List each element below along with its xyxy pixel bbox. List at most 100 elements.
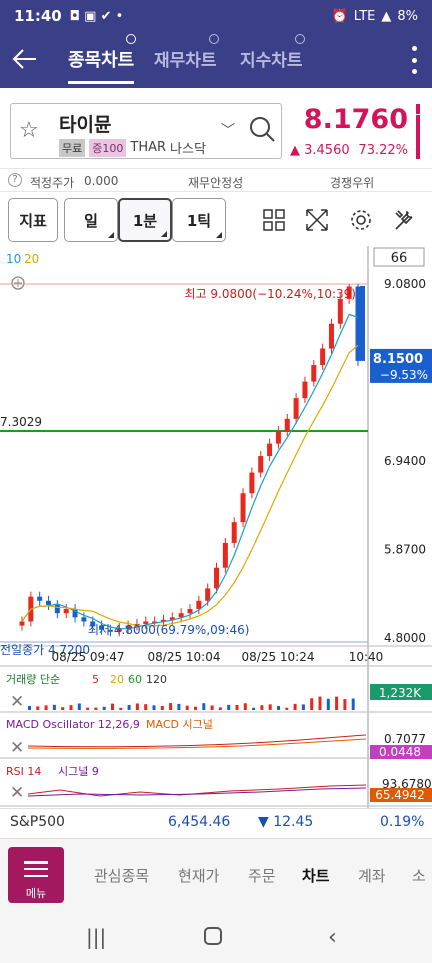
candle-body xyxy=(320,349,325,366)
chart-area[interactable]: 10 20 66 7.3029 최고 9.0800(−10.24%,10:39) 최저 4… xyxy=(0,246,432,838)
volume-bar xyxy=(53,705,56,710)
network-label: LTE xyxy=(354,9,376,24)
bottom-item-account[interactable]: 계좌 xyxy=(358,865,386,886)
volume-bar xyxy=(61,707,64,710)
menu-button[interactable]: 메뉴 xyxy=(8,847,64,903)
chevron-down-icon[interactable]: ﹀ xyxy=(221,120,235,140)
last-candle-body xyxy=(360,286,365,361)
volume-bar xyxy=(136,703,139,710)
back-arrow-icon[interactable] xyxy=(12,46,38,72)
fair-price-label: 적정주가 xyxy=(30,174,74,191)
rsi-value2: 65.4942 xyxy=(375,788,425,802)
volume-bar xyxy=(111,704,114,710)
index-change: ▼ 12.45 xyxy=(258,814,313,830)
candle-body xyxy=(196,601,201,609)
volume-bar xyxy=(78,703,81,710)
stock-selector[interactable]: ☆ 타이뮨 무료 증100 THAR 나스닥 ﹀ xyxy=(10,103,282,159)
volume-bar xyxy=(70,705,73,710)
index-value: 6,454.46 xyxy=(168,814,230,830)
stock-ticker: THAR xyxy=(130,140,166,155)
ma10-label: 10 xyxy=(6,252,21,266)
volume-bar xyxy=(252,708,255,710)
macd-value2: 0.0448 xyxy=(379,745,421,759)
tab-financial-chart[interactable]: 재무차트 xyxy=(154,46,217,71)
candle-body xyxy=(223,543,228,568)
volume-bar xyxy=(45,705,48,710)
back-nav-icon[interactable]: ‹ xyxy=(328,925,337,950)
volume-ma-label: 20 xyxy=(110,673,124,686)
alarm-icon: ⏰ xyxy=(332,9,348,24)
candle-body xyxy=(188,609,193,613)
tab-index-chart[interactable]: 지수차트 xyxy=(240,46,303,71)
candle-body xyxy=(241,493,246,522)
candle-body xyxy=(37,597,42,601)
high-annotation: 최고 9.0800(−10.24%,10:39) xyxy=(185,287,356,301)
volume-bar xyxy=(161,706,164,710)
search-icon[interactable] xyxy=(247,114,277,144)
tick-button[interactable]: 1틱 xyxy=(172,198,226,242)
day-button[interactable]: 일 xyxy=(64,198,118,242)
close-x-icon: ✕ xyxy=(10,738,24,758)
x-tick-label: 08/25 10:24 xyxy=(242,650,315,664)
battery-label: 8% xyxy=(397,9,418,24)
home-icon[interactable] xyxy=(204,927,222,945)
y-tick-label: 5.8700 xyxy=(384,543,426,557)
volume-bar xyxy=(86,708,89,710)
top-nav: 종목차트 재무차트 지수차트 xyxy=(0,32,432,88)
candle-body xyxy=(232,522,237,543)
volume-bar xyxy=(319,697,322,710)
recent-apps-icon[interactable]: ||| xyxy=(86,925,106,949)
rsi-label2: 시그널 9 xyxy=(58,765,99,778)
volume-bar xyxy=(103,707,106,710)
minute-button[interactable]: 1분 xyxy=(118,198,172,242)
price-chart[interactable]: 10 20 667.3029최고 9.0800(−10.24%,10:39)최저 4… xyxy=(0,246,432,808)
volume-bar xyxy=(302,704,305,710)
tools-icon[interactable] xyxy=(393,208,417,232)
close-x-icon: ✕ xyxy=(10,692,24,712)
volume-bar xyxy=(219,707,222,710)
volume-bar xyxy=(194,707,197,710)
indicator-button[interactable]: 지표 xyxy=(8,198,58,242)
candle-body xyxy=(294,398,299,419)
y-tick-label: 9.0800 xyxy=(384,277,426,291)
ma10-line xyxy=(22,314,358,628)
price-change-pct: 73.22% xyxy=(358,143,408,158)
bottom-item-chart[interactable]: 차트 xyxy=(302,865,330,886)
settings-gear-icon[interactable] xyxy=(349,208,373,232)
tab-stock-chart[interactable]: 종목차트 xyxy=(68,46,134,72)
stock-name: 타이뮨 xyxy=(59,110,111,137)
bottom-item-watchlist[interactable]: 관심종목 xyxy=(94,865,149,886)
bottom-item-more[interactable]: 소 xyxy=(412,865,426,886)
index-pct: 0.19% xyxy=(380,814,424,830)
signal-icon: ▲ xyxy=(381,9,391,24)
macd-value1: 0.7077 xyxy=(384,732,426,746)
volume-bar xyxy=(269,704,272,710)
rsi-signal-line xyxy=(28,788,366,796)
candle-body xyxy=(285,419,290,431)
fullscreen-icon[interactable] xyxy=(305,208,329,232)
volume-bar xyxy=(36,706,39,710)
candle-body xyxy=(356,286,361,360)
volume-bar xyxy=(169,703,172,710)
price-indicator-bar xyxy=(416,115,420,159)
volume-bar xyxy=(244,703,247,710)
volume-bar xyxy=(327,699,330,710)
bottom-item-order[interactable]: 주문 xyxy=(248,865,276,886)
volume-bar xyxy=(144,704,147,710)
volume-bar xyxy=(294,704,297,710)
financial-stability-label: 재무안정성 xyxy=(188,174,243,191)
help-icon[interactable]: ? xyxy=(8,173,22,187)
volume-bar xyxy=(310,698,313,710)
index-ticker-bar[interactable]: S&P500 6,454.46 ▼ 12.45 0.19% xyxy=(0,808,432,836)
candle-body xyxy=(205,588,210,600)
candle-body xyxy=(64,609,69,613)
free-badge: 무료 xyxy=(59,139,85,157)
tab-badge-icon xyxy=(209,34,219,44)
favorite-star-icon[interactable]: ☆ xyxy=(19,118,39,143)
grid-layout-icon[interactable] xyxy=(262,208,286,232)
volume-bar xyxy=(260,705,263,710)
bottom-item-quote[interactable]: 현재가 xyxy=(178,865,219,886)
reference-line-label: 7.3029 xyxy=(0,415,42,429)
more-menu-icon[interactable] xyxy=(412,46,418,74)
y-tick-label: 6.9400 xyxy=(384,454,426,468)
